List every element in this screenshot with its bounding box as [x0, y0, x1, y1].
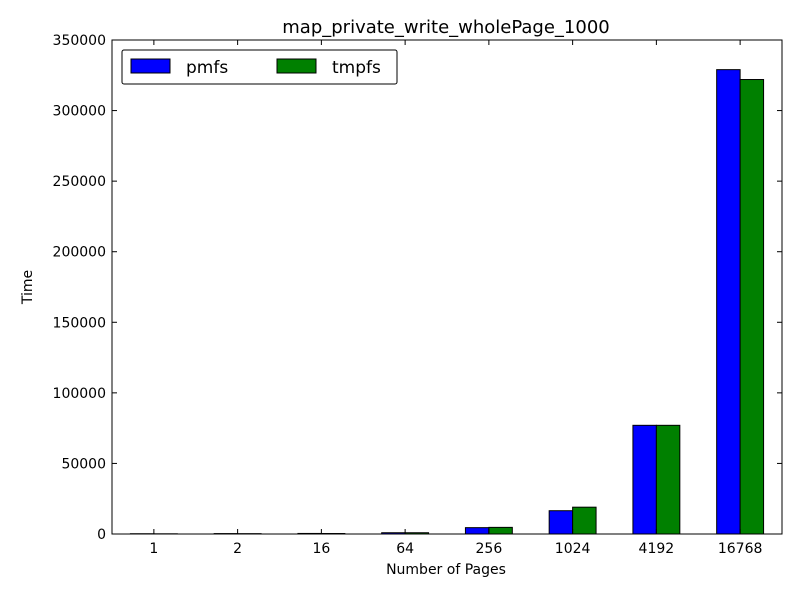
y-axis-label: Time: [20, 270, 36, 305]
x-tick-label: 4192: [639, 541, 675, 557]
x-tick-label: 1: [149, 541, 158, 557]
bar-pmfs-256: [464, 527, 490, 535]
x-axis-label: Number of Pages: [386, 562, 506, 578]
legend-swatch-tmpfs: [276, 58, 317, 74]
legend-label-tmpfs: tmpfs: [332, 58, 381, 78]
legend-label-pmfs: pmfs: [186, 58, 228, 78]
bar-tmpfs-256: [488, 526, 513, 535]
legend-box: [121, 49, 398, 85]
y-tick-label: 100000: [53, 386, 106, 402]
y-tick-label: 150000: [53, 315, 106, 331]
x-tick-label: 1024: [555, 541, 591, 557]
legend-swatch-pmfs: [130, 58, 171, 74]
x-tick-label: 16768: [718, 541, 763, 557]
x-tick-label: 16: [312, 541, 330, 557]
y-tick-label: 350000: [53, 33, 106, 49]
chart-title: map_private_write_wholePage_1000: [282, 17, 610, 38]
legend: pmfs tmpfs: [121, 49, 398, 85]
y-tick-label: 300000: [53, 104, 106, 120]
x-tick-label: 2: [233, 541, 242, 557]
bar-tmpfs-1024: [572, 506, 597, 535]
bar-pmfs-1024: [548, 510, 574, 535]
x-tick-label: 64: [396, 541, 414, 557]
y-tick-label: 50000: [61, 456, 106, 472]
bar-tmpfs-16768: [739, 79, 765, 535]
bar-pmfs-16768: [716, 69, 741, 535]
bars-group: [129, 69, 765, 535]
bar-pmfs-4192: [632, 424, 657, 535]
x-tick-label: 256: [476, 541, 503, 557]
plot-frame: [111, 39, 783, 535]
y-tick-label: 200000: [53, 245, 106, 261]
y-axis: 0 50000 100000 150000 200000 250000 300000 3500…: [53, 33, 782, 543]
bar-tmpfs-4192: [655, 424, 681, 535]
y-tick-label: 0: [97, 527, 106, 543]
y-tick-label: 250000: [53, 174, 106, 190]
x-axis: 1 2 16 64 256 1024 4192 16768: [149, 40, 762, 557]
